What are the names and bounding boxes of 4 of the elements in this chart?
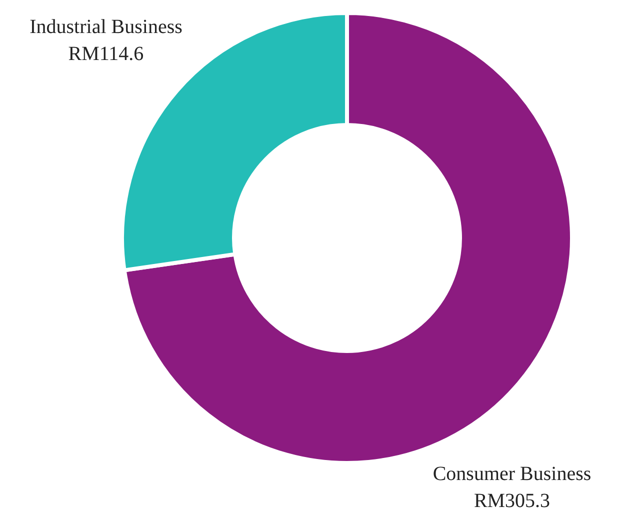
data-label: RM114.6 — [68, 43, 144, 65]
slice-label: Consumer Business — [432, 463, 592, 485]
slice-label: Industrial Business — [30, 16, 183, 38]
data-label: RM305.3 — [474, 490, 550, 512]
